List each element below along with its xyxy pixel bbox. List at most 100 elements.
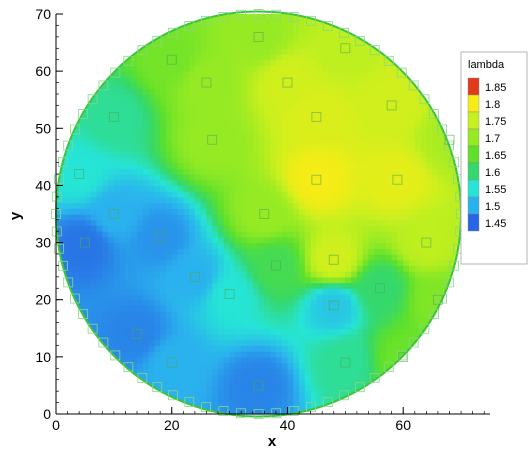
field-cell xyxy=(391,139,399,147)
field-cell xyxy=(426,151,433,158)
field-cell xyxy=(125,225,132,232)
field-cell xyxy=(414,276,422,284)
field-cell xyxy=(287,356,294,364)
field-cell xyxy=(327,42,335,49)
field-cell xyxy=(287,162,294,169)
field-cell xyxy=(229,282,236,289)
field-cell xyxy=(223,128,231,135)
field-cell xyxy=(264,25,271,32)
field-cell xyxy=(385,345,393,352)
contour-field xyxy=(56,14,462,415)
field-cell xyxy=(304,179,312,187)
field-cell xyxy=(200,345,208,352)
field-cell xyxy=(258,322,265,329)
field-cell xyxy=(362,208,370,215)
field-cell xyxy=(148,174,155,181)
field-cell xyxy=(223,316,231,324)
field-cell xyxy=(84,168,92,175)
field-cell xyxy=(310,42,317,49)
field-cell xyxy=(264,139,271,147)
field-cell xyxy=(304,36,312,44)
field-cell xyxy=(374,54,381,61)
field-cell xyxy=(304,105,312,112)
field-cell xyxy=(189,31,196,38)
field-cell xyxy=(137,105,144,112)
field-cell xyxy=(206,82,213,89)
field-cell xyxy=(304,139,312,147)
field-cell xyxy=(229,48,236,55)
field-cell xyxy=(165,116,173,124)
field-cell xyxy=(165,334,173,341)
field-cell xyxy=(160,316,167,324)
field-cell xyxy=(345,88,352,95)
x-tick-label: 20 xyxy=(164,417,180,433)
field-cell xyxy=(356,128,364,135)
field-cell xyxy=(322,396,329,404)
field-cell xyxy=(258,242,265,249)
field-cell xyxy=(235,122,242,129)
field-cell xyxy=(137,362,144,369)
field-cell xyxy=(194,208,202,215)
field-cell xyxy=(212,76,219,84)
field-cell xyxy=(339,179,346,187)
field-cell xyxy=(374,322,381,329)
field-cell xyxy=(270,99,277,107)
field-cell xyxy=(189,139,196,147)
field-cell xyxy=(408,219,416,227)
field-cell xyxy=(177,128,184,135)
field-cell xyxy=(183,305,190,312)
field-cell xyxy=(119,105,127,112)
field-cell xyxy=(264,94,271,101)
field-cell xyxy=(241,288,248,295)
field-cell xyxy=(391,259,399,267)
field-cell xyxy=(281,19,289,27)
field-cell xyxy=(142,191,150,198)
field-cell xyxy=(90,248,98,255)
field-cell xyxy=(380,139,387,147)
field-cell xyxy=(229,162,236,169)
field-cell xyxy=(229,385,236,392)
field-cell xyxy=(84,185,92,192)
field-cell xyxy=(327,396,335,404)
field-cell xyxy=(327,391,335,398)
field-cell xyxy=(449,156,456,164)
field-cell xyxy=(397,145,404,152)
field-cell xyxy=(408,82,416,89)
field-cell xyxy=(258,25,265,32)
field-cell xyxy=(241,99,248,107)
field-cell xyxy=(281,231,289,238)
field-cell xyxy=(339,219,346,227)
field-cell xyxy=(333,54,341,61)
field-cell xyxy=(333,288,341,295)
field-cell xyxy=(310,351,317,358)
field-cell xyxy=(408,294,416,301)
field-cell xyxy=(102,271,109,278)
field-cell xyxy=(252,305,260,312)
field-cell xyxy=(137,288,144,295)
field-cell xyxy=(218,25,225,32)
field-cell xyxy=(385,299,393,307)
field-cell xyxy=(223,202,231,209)
field-cell xyxy=(246,179,254,187)
field-cell xyxy=(160,254,167,261)
field-cell xyxy=(397,111,404,118)
field-cell xyxy=(90,162,98,169)
field-cell xyxy=(327,294,335,301)
field-cell xyxy=(241,402,248,409)
field-cell xyxy=(108,231,115,238)
field-cell xyxy=(131,225,138,232)
field-cell xyxy=(177,362,184,369)
field-cell xyxy=(154,288,161,295)
field-cell xyxy=(403,168,410,175)
field-cell xyxy=(270,259,277,267)
field-cell xyxy=(218,42,225,49)
field-cell xyxy=(397,88,404,95)
field-cell xyxy=(333,254,341,261)
field-cell xyxy=(119,334,127,341)
field-cell xyxy=(356,202,364,209)
field-cell xyxy=(148,254,155,261)
field-cell xyxy=(414,179,422,187)
field-cell xyxy=(403,179,410,187)
field-cell xyxy=(102,225,109,232)
field-cell xyxy=(137,145,144,152)
